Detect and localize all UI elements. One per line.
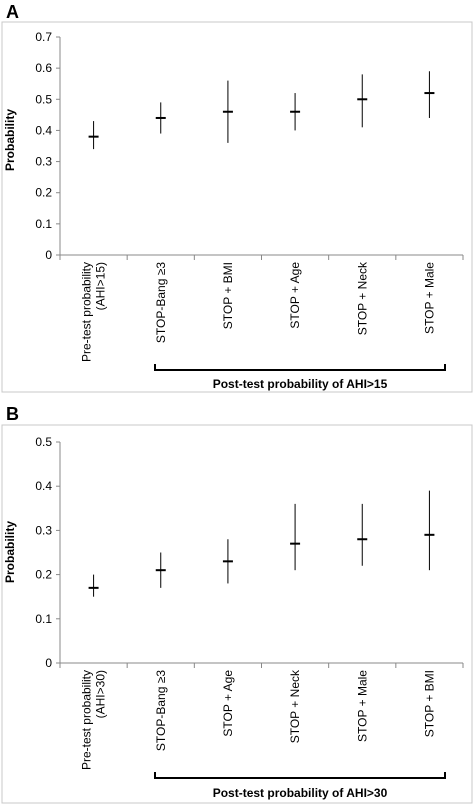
- panel-a-category-label: STOP + Age: [288, 262, 302, 329]
- panel-a-plot: 0 0.1 0.2 0.3 0.4 0.5 0.6 0.7 Pre-test probabili…: [35, 30, 464, 391]
- panel-b-y-tick-label: 0.5: [35, 435, 52, 449]
- panel-b-y-tick-label: 0: [45, 656, 52, 670]
- panel-a-bracket: [154, 364, 446, 371]
- panel-a-category-label: Pre-test probability: [80, 262, 94, 362]
- panel-b-ylabel: Probability: [3, 521, 17, 583]
- panel-a-y-tick-label: 0.7: [35, 30, 52, 44]
- panel-b-plot: 0 0.1 0.2 0.3 0.4 0.5 Pre-test probability (AHI…: [35, 435, 464, 800]
- panel-a-category-label: STOP + Male: [422, 262, 436, 334]
- panel-a-y-tick-label: 0.5: [35, 92, 52, 106]
- panel-b-y-tick-label: 0.1: [35, 612, 52, 626]
- panel-b-bracket-label: Post-test probability of AHI>30: [213, 786, 388, 800]
- panel-a-category-label: STOP + BMI: [221, 262, 235, 329]
- panel-b-category-label: STOP-Bang ≥3: [154, 670, 168, 751]
- panel-b-border: [1, 424, 473, 804]
- panel-b-category-label: STOP + Neck: [288, 669, 302, 743]
- panel-a-category-label: STOP-Bang ≥3: [154, 262, 168, 343]
- panel-b-category-label: STOP + Male: [355, 670, 369, 742]
- panel-b-y-tick-label: 0.4: [35, 479, 52, 493]
- panel-a-y-tick-label: 0.4: [35, 123, 52, 137]
- panel-b-y-tick-label: 0.3: [35, 523, 52, 537]
- panel-a-border: [1, 21, 473, 393]
- panel-b-category-label: STOP + BMI: [422, 670, 436, 737]
- panel-a-category-label: STOP + Neck: [355, 261, 369, 335]
- panel-a-y-tick-label: 0.6: [35, 61, 52, 75]
- panel-a-category-label: (AHI>15): [94, 262, 108, 310]
- panel-b-category-label: (AHI>30): [94, 670, 108, 718]
- panel-a-y-tick-label: 0.2: [35, 186, 52, 200]
- panel-b: B Probability 0 0.1 0.2 0.3 0.4 0.5 Pre-test p…: [1, 404, 473, 804]
- panel-a-y-tick-label: 0: [45, 248, 52, 262]
- panel-b-category-label: STOP + Age: [221, 670, 235, 737]
- panel-a-ylabel: Probability: [3, 109, 17, 171]
- panel-a-letter: A: [6, 2, 19, 22]
- panel-a: A Probability 0 0.1 0.2 0.3 0.4 0.5 0.6 0.7 Pre-…: [1, 2, 473, 393]
- panel-a-y-tick-label: 0.1: [35, 217, 52, 231]
- panel-a-bracket-label: Post-test probability of AHI>15: [213, 377, 388, 391]
- panel-b-y-tick-label: 0.2: [35, 568, 52, 582]
- panel-b-bracket: [154, 772, 446, 779]
- panel-b-category-label: Pre-test probability: [80, 670, 94, 770]
- panel-a-y-tick-label: 0.3: [35, 155, 52, 169]
- panel-b-letter: B: [6, 404, 19, 424]
